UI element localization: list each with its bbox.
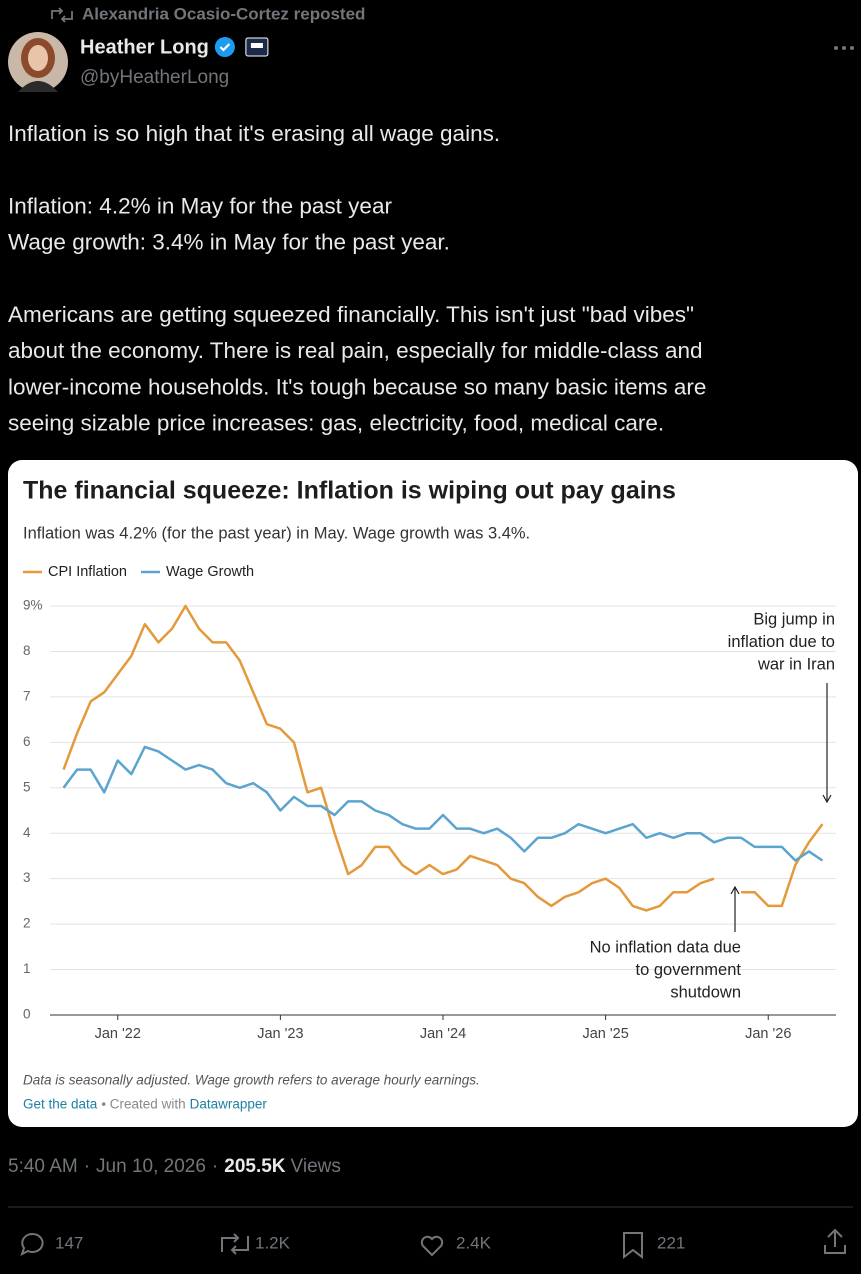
bookmark-count: 221 <box>657 1233 685 1252</box>
x-tick-label: Jan '25 <box>582 1026 628 1042</box>
annotation-text: war in Iran <box>757 655 835 673</box>
more-button[interactable] <box>834 46 854 50</box>
y-tick-label: 4 <box>23 825 31 840</box>
affiliate-badge <box>245 37 269 57</box>
annotation-text: Big jump in <box>753 610 835 628</box>
y-tick-label: 1 <box>23 961 31 976</box>
post-text-line: Wage growth: 3.4% in May for the past ye… <box>8 230 450 255</box>
chart-title: The financial squeeze: Inflation is wipi… <box>23 477 676 505</box>
like-count: 2.4K <box>456 1233 492 1252</box>
repost-count: 1.2K <box>255 1233 291 1252</box>
meta-separator: · <box>84 1156 90 1177</box>
share-button[interactable] <box>824 1228 846 1254</box>
repost-icon <box>51 7 73 23</box>
data-line <box>62 745 824 862</box>
x-tick-label: Jan '23 <box>257 1026 303 1042</box>
chart-subtitle: Inflation was 4.2% (for the past year) i… <box>23 524 530 542</box>
x-tick-label: Jan '24 <box>420 1026 466 1042</box>
meta-time: 5:40 AM <box>8 1156 78 1177</box>
meta-views-label: Views <box>291 1156 341 1177</box>
repost-label: Alexandria Ocasio-Cortez reposted <box>82 4 365 23</box>
annotation-text: shutdown <box>670 983 741 1001</box>
repost-button[interactable]: 1.2K <box>221 1233 291 1255</box>
reply-button[interactable]: 147 <box>20 1232 83 1256</box>
created-with: • Created with <box>101 1097 185 1112</box>
meta-views: 205.5K <box>224 1156 286 1177</box>
y-tick-label: 2 <box>23 916 31 931</box>
arrow-head <box>822 794 832 804</box>
post-text-line: Inflation is so high that it's erasing a… <box>8 121 500 146</box>
bookmark-button[interactable]: 221 <box>623 1232 685 1260</box>
y-tick-label: 9% <box>23 598 43 613</box>
x-tick-label: Jan '26 <box>745 1026 791 1042</box>
meta-date: Jun 10, 2026 <box>96 1156 206 1177</box>
author-name[interactable]: Heather Long <box>80 36 209 58</box>
chart: The financial squeeze: Inflation is wipi… <box>23 477 836 1112</box>
y-tick-label: 8 <box>23 643 31 658</box>
reply-count: 147 <box>55 1233 83 1252</box>
post-meta: 5:40 AM · Jun 10, 2026 · 205.5K Views <box>8 1156 341 1177</box>
y-tick-label: 3 <box>23 870 31 885</box>
annotation-text: No inflation data due <box>590 938 741 956</box>
chart-card <box>8 460 858 1127</box>
y-tick-label: 6 <box>23 734 31 749</box>
legend-label: Wage Growth <box>166 564 254 580</box>
post-text-line: about the economy. There is real pain, e… <box>8 338 703 363</box>
post-text-line: Americans are getting squeezed financial… <box>8 302 694 327</box>
post-text-line: Inflation: 4.2% in May for the past year <box>8 193 392 218</box>
author-handle[interactable]: @byHeatherLong <box>80 67 229 88</box>
post-text-line: seeing sizable price increases: gas, ele… <box>8 411 664 436</box>
annotation-text: inflation due to <box>728 633 835 651</box>
tool[interactable]: Datawrapper <box>190 1097 268 1112</box>
like-button[interactable]: 2.4K <box>420 1233 492 1257</box>
x-tick-label: Jan '22 <box>95 1026 141 1042</box>
annotation-text: to government <box>636 961 742 979</box>
verified-badge <box>214 37 235 57</box>
arrow-head <box>730 885 740 895</box>
y-tick-label: 0 <box>23 1007 31 1022</box>
chart-notes: Data is seasonally adjusted. Wage growth… <box>23 1073 480 1088</box>
y-tick-label: 7 <box>23 688 31 703</box>
post-text-line: lower-income households. It's tough beca… <box>8 374 706 399</box>
y-tick-label: 5 <box>23 779 31 794</box>
post-text: Inflation is so high that it's erasing a… <box>8 121 706 436</box>
meta-separator: · <box>212 1156 218 1177</box>
source-link[interactable]: Get the data <box>23 1097 98 1112</box>
legend-label: CPI Inflation <box>48 564 127 580</box>
avatar[interactable] <box>8 32 68 92</box>
data-line <box>62 604 824 912</box>
